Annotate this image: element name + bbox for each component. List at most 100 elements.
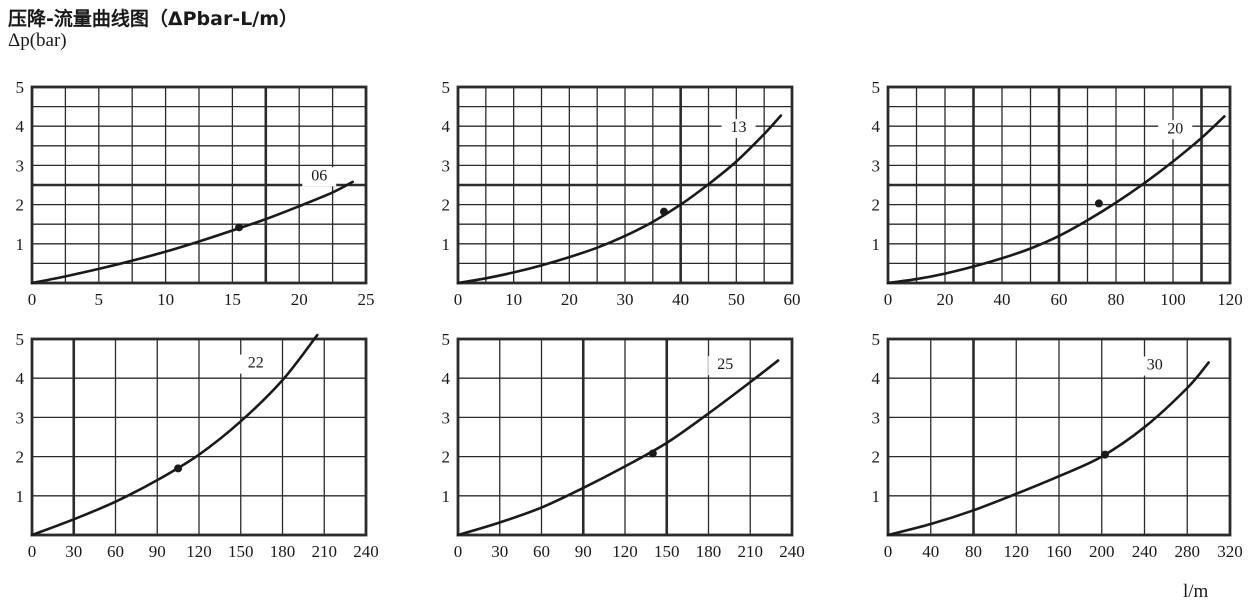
x-tick-label: 240 <box>353 542 379 561</box>
series-label-30: 30 <box>1147 357 1163 374</box>
grid-lines <box>887 86 1231 284</box>
y-tick-label: 3 <box>872 156 881 175</box>
x-tick-label: 0 <box>28 542 37 561</box>
x-tick-label: 280 <box>1175 542 1201 561</box>
series-label-22: 22 <box>248 355 264 372</box>
y-tick-label: 1 <box>442 235 451 254</box>
plot-frame <box>886 85 1232 285</box>
x-tick-label: 20 <box>561 290 578 309</box>
series-label-13: 13 <box>731 119 747 136</box>
x-tick-label: 240 <box>1132 542 1158 561</box>
y-tick-label: 4 <box>442 369 451 388</box>
x-axis-tick-labels: 0 5 10 15 20 25 <box>28 290 375 309</box>
x-tick-label: 200 <box>1089 542 1115 561</box>
x-tick-label: 20 <box>937 290 954 309</box>
curve-30 <box>886 361 1210 537</box>
x-tick-label: 0 <box>884 290 893 309</box>
y-axis-tick-labels: 1 2 3 4 5 <box>872 78 881 254</box>
x-tick-label: 210 <box>738 542 764 561</box>
y-axis-tick-labels: 1 2 3 4 5 <box>872 330 881 506</box>
y-tick-label: 2 <box>872 196 881 215</box>
chart-svg-25: 25 1 2 3 4 5 0 30 60 90 120 150 180 210 240 <box>442 330 805 561</box>
x-tick-label: 60 <box>784 290 801 309</box>
x-tick-label: 60 <box>533 542 550 561</box>
x-tick-label: 120 <box>186 542 212 561</box>
x-tick-label: 30 <box>491 542 508 561</box>
chart-svg-06: 06 1 2 3 4 5 0 5 10 15 20 25 <box>16 78 375 309</box>
x-axis-tick-labels: 0 30 60 90 120 150 180 210 240 <box>28 542 379 561</box>
y-tick-label: 1 <box>872 235 881 254</box>
x-tick-label: 120 <box>1004 542 1030 561</box>
y-tick-label: 1 <box>16 235 25 254</box>
y-tick-label: 4 <box>872 117 881 136</box>
y-tick-label: 3 <box>16 408 25 427</box>
y-tick-label: 5 <box>442 330 451 349</box>
chart-panel-06: 06 1 2 3 4 5 0 5 10 15 20 25 <box>0 78 380 315</box>
y-tick-label: 3 <box>872 408 881 427</box>
x-tick-label: 30 <box>617 290 634 309</box>
x-tick-label: 120 <box>1217 290 1243 309</box>
y-tick-label: 4 <box>16 117 25 136</box>
x-axis-tick-labels: 0 10 20 30 40 50 60 <box>454 290 801 309</box>
x-tick-label: 20 <box>291 290 308 309</box>
x-tick-label: 40 <box>672 290 689 309</box>
x-tick-label: 40 <box>922 542 939 561</box>
x-axis-tick-labels: 0 20 40 60 80 100 120 <box>884 290 1243 309</box>
y-tick-label: 5 <box>16 330 25 349</box>
curve-13 <box>456 114 783 285</box>
x-tick-label: 40 <box>994 290 1011 309</box>
plot-frame <box>30 337 368 537</box>
series-label-backdrop <box>721 119 756 139</box>
chart-panel-22: 22 1 2 3 4 5 0 30 60 90 120 150 180 210 240 <box>0 330 380 567</box>
x-tick-label: 90 <box>149 542 166 561</box>
grid-lines <box>887 338 1231 536</box>
plot-frame <box>30 85 368 285</box>
x-tick-label: 180 <box>696 542 722 561</box>
x-tick-label: 25 <box>358 290 375 309</box>
x-tick-label: 10 <box>157 290 174 309</box>
x-tick-label: 80 <box>965 542 982 561</box>
y-tick-label: 3 <box>442 156 451 175</box>
y-tick-label: 1 <box>872 487 881 506</box>
series-label-backdrop <box>1158 120 1193 140</box>
plot-frame <box>456 85 794 285</box>
x-tick-label: 30 <box>65 542 82 561</box>
x-tick-label: 150 <box>228 542 254 561</box>
x-tick-label: 60 <box>1051 290 1068 309</box>
series-label-backdrop <box>1137 356 1172 376</box>
x-tick-label: 60 <box>107 542 124 561</box>
x-tick-label: 0 <box>454 290 463 309</box>
operating-point-marker <box>648 449 657 458</box>
y-tick-label: 5 <box>872 330 881 349</box>
operating-point-marker <box>659 207 668 216</box>
x-tick-label: 0 <box>884 542 893 561</box>
x-tick-label: 10 <box>505 290 522 309</box>
y-tick-label: 5 <box>16 78 25 97</box>
x-tick-label: 150 <box>654 542 680 561</box>
chart-panel-30: 30 1 2 3 4 5 0 40 80 120 160 200 240 280 320 <box>850 330 1244 567</box>
y-axis-tick-labels: 1 2 3 4 5 <box>16 330 25 506</box>
x-tick-label: 0 <box>28 290 37 309</box>
x-tick-label: 320 <box>1217 542 1243 561</box>
x-tick-label: 120 <box>612 542 638 561</box>
plot-frame <box>886 337 1232 537</box>
x-tick-label: 15 <box>224 290 241 309</box>
series-label-20: 20 <box>1167 120 1183 137</box>
x-tick-label: 100 <box>1160 290 1186 309</box>
y-tick-label: 2 <box>442 196 451 215</box>
series-label-backdrop <box>302 167 337 187</box>
plot-frame <box>456 337 794 537</box>
grid-lines <box>457 86 793 284</box>
y-tick-label: 2 <box>16 448 25 467</box>
curve-20 <box>886 115 1226 285</box>
y-tick-label: 3 <box>442 408 451 427</box>
page-title: 压降-流量曲线图（ΔPbar-L/m） <box>8 8 299 30</box>
x-tick-label: 210 <box>312 542 338 561</box>
x-axis-tick-labels: 0 30 60 90 120 150 180 210 240 <box>454 542 805 561</box>
y-axis-tick-labels: 1 2 3 4 5 <box>442 330 451 506</box>
curve-06 <box>30 180 354 285</box>
series-label-backdrop <box>238 354 273 374</box>
chart-panel-25: 25 1 2 3 4 5 0 30 60 90 120 150 180 210 240 <box>428 330 806 567</box>
